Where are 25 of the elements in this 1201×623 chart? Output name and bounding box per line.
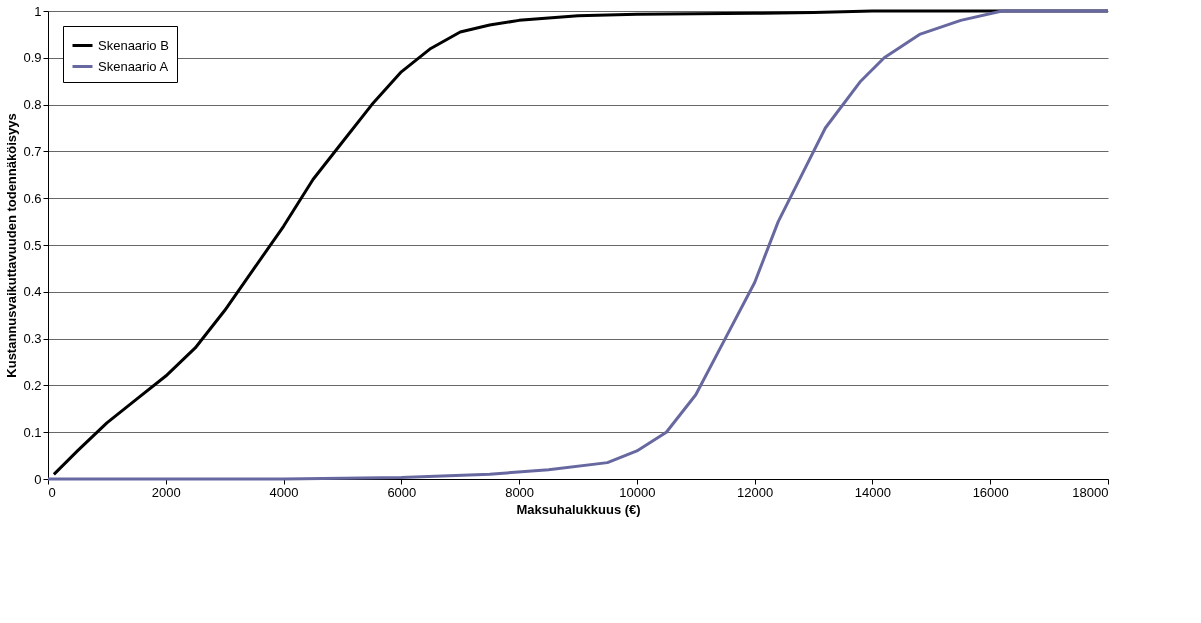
- y-tick-label: 0.5: [23, 237, 42, 253]
- x-tick-label: 12000: [737, 484, 774, 500]
- x-tick-label: 16000: [972, 484, 1009, 500]
- y-tick-label: 0.9: [23, 50, 42, 66]
- y-tick-label: 0: [34, 471, 42, 487]
- y-tick-label: 0.8: [23, 97, 42, 113]
- legend-label: Skenaario B: [98, 37, 169, 53]
- legend-label: Skenaario A: [98, 58, 169, 74]
- x-tick-label: 10000: [619, 484, 656, 500]
- y-axis-title: Kustannusvaikuttavuuden todennäköisyys: [4, 113, 20, 378]
- y-tick-label: 0.4: [23, 284, 42, 300]
- y-tick-label: 0.7: [23, 143, 42, 159]
- x-tick-label: 4000: [269, 484, 299, 500]
- x-axis-title: Maksuhalukkuus (€): [516, 501, 641, 517]
- x-tick-label: 14000: [854, 484, 892, 500]
- y-tick-label: 1: [34, 3, 42, 19]
- x-tick-label: 18000: [1072, 484, 1109, 500]
- x-tick-label: 0: [48, 484, 56, 500]
- x-tick-label: 6000: [387, 484, 417, 500]
- x-tick-label: 8000: [505, 484, 535, 500]
- y-tick-label: 0.6: [23, 190, 42, 206]
- y-tick-label: 0.2: [23, 377, 42, 393]
- y-tick-label: 0.3: [23, 331, 42, 347]
- x-tick-label: 2000: [151, 484, 181, 500]
- y-tick-label: 0.1: [23, 424, 42, 440]
